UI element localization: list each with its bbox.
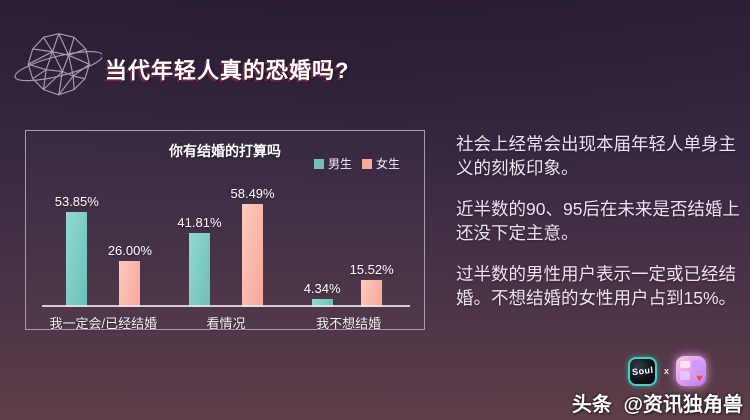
bar-groups: 53.85% 26.00% 41.81% 58.49% 4.34% 15.52% — [42, 159, 410, 307]
legend-item-female: 女生 — [361, 155, 400, 172]
logo-chip — [680, 361, 690, 368]
bar-女生 — [242, 204, 264, 307]
category-label: 我不想结婚 — [316, 316, 382, 331]
watermark: 头条 @资讯独角兽 — [572, 388, 743, 417]
bar-value-label: 53.85% — [54, 194, 99, 210]
bar-value-label: 58.49% — [230, 186, 275, 202]
watermark-handle: @资讯独角兽 — [623, 394, 743, 416]
chart-legend: 男生 女生 — [313, 155, 400, 172]
soul-logo-text: Soul — [631, 364, 654, 378]
bar-value-label: 26.00% — [107, 243, 152, 259]
category-label: 我一定会/已经结婚 — [49, 316, 158, 331]
logo-separator: x — [663, 366, 669, 376]
bar-女生 — [361, 279, 383, 307]
insight-paragraph-3: 过半数的男性用户表示一定或已经结婚。不想结婚的女性用户占到15%。 — [456, 264, 737, 308]
legend-swatch-female — [361, 158, 372, 169]
uki-app-logo: ♥ — [676, 356, 706, 386]
bar-男生 — [311, 299, 333, 307]
category-label: 看情况 — [206, 316, 246, 331]
insight-text-block: 社会上经常会出现本届年轻人单身主义的刻板印象。 近半数的90、95后在未来是否结… — [456, 132, 748, 327]
x-axis-line — [42, 305, 410, 307]
legend-swatch-male — [313, 158, 324, 169]
legend-item-male: 男生 — [313, 155, 352, 172]
insight-paragraph-2: 近半数的90、95后在未来是否结婚上还没下定主意。 — [456, 199, 740, 243]
bar-group: 41.81% 58.49% — [165, 159, 288, 307]
insight-paragraph-1: 社会上经常会出现本届年轻人单身主义的刻板印象。 — [456, 134, 736, 178]
category-axis: 我一定会/已经结婚 看情况 我不想结婚 — [42, 307, 410, 331]
app-logo-row: Soul x ♥ — [627, 356, 706, 386]
legend-label-female: 女生 — [375, 157, 400, 171]
bar-value-label: 4.34% — [303, 281, 341, 297]
bar-group: 4.34% 15.52% — [287, 159, 410, 307]
bar-value-label: 41.81% — [177, 215, 222, 231]
bar-男生 — [66, 212, 88, 307]
bar-group: 53.85% 26.00% — [42, 159, 165, 307]
logo-chip — [692, 360, 701, 369]
chart-panel: 你有结婚的打算吗 男生 女生 53.85% 26.00% 41.81% 58.49% 4… — [25, 130, 425, 331]
watermark-brand: 头条 — [571, 394, 612, 416]
bar-value-label: 15.52% — [349, 261, 394, 277]
planet-wireframe-icon — [14, 33, 102, 96]
bar-男生 — [188, 233, 210, 307]
soul-app-logo: Soul — [627, 356, 657, 386]
slide-title: 当代年轻人真的恐婚吗? — [105, 58, 350, 83]
chart-title: 你有结婚的打算吗 — [169, 143, 281, 159]
heart-icon: ♥ — [695, 371, 703, 385]
logo-chip — [680, 371, 690, 380]
legend-label-male: 男生 — [327, 157, 352, 171]
bar-女生 — [119, 261, 141, 307]
chart-plot-area: 53.85% 26.00% 41.81% 58.49% 4.34% 15.52% 我一定会… — [42, 159, 410, 331]
